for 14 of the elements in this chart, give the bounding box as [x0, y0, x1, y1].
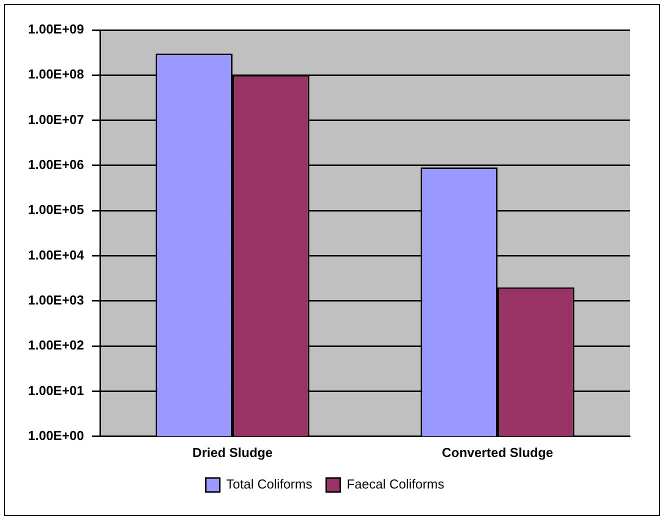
y-tick-label: 1.00E+03 [28, 292, 84, 308]
y-tick-label: 1.00E+07 [28, 112, 84, 127]
y-tick-label: 1.00E+04 [28, 247, 85, 262]
y-tick-label: 1.00E+06 [28, 157, 84, 172]
legend-label: Faecal Coliforms [346, 476, 445, 492]
y-tick-label: 1.00E+02 [28, 338, 84, 353]
y-tick-label: 1.00E+09 [28, 22, 84, 37]
y-tick-label: 1.00E+00 [28, 428, 84, 443]
y-tick-label: 1.00E+01 [28, 382, 84, 398]
y-tick-label: 1.00E+08 [28, 66, 84, 82]
legend-label: Total Coliforms [226, 476, 313, 492]
x-tick-label: Converted Sludge [442, 444, 554, 460]
x-tick-label: Dried Sludge [192, 444, 273, 460]
y-tick-label: 1.00E+05 [28, 202, 84, 218]
